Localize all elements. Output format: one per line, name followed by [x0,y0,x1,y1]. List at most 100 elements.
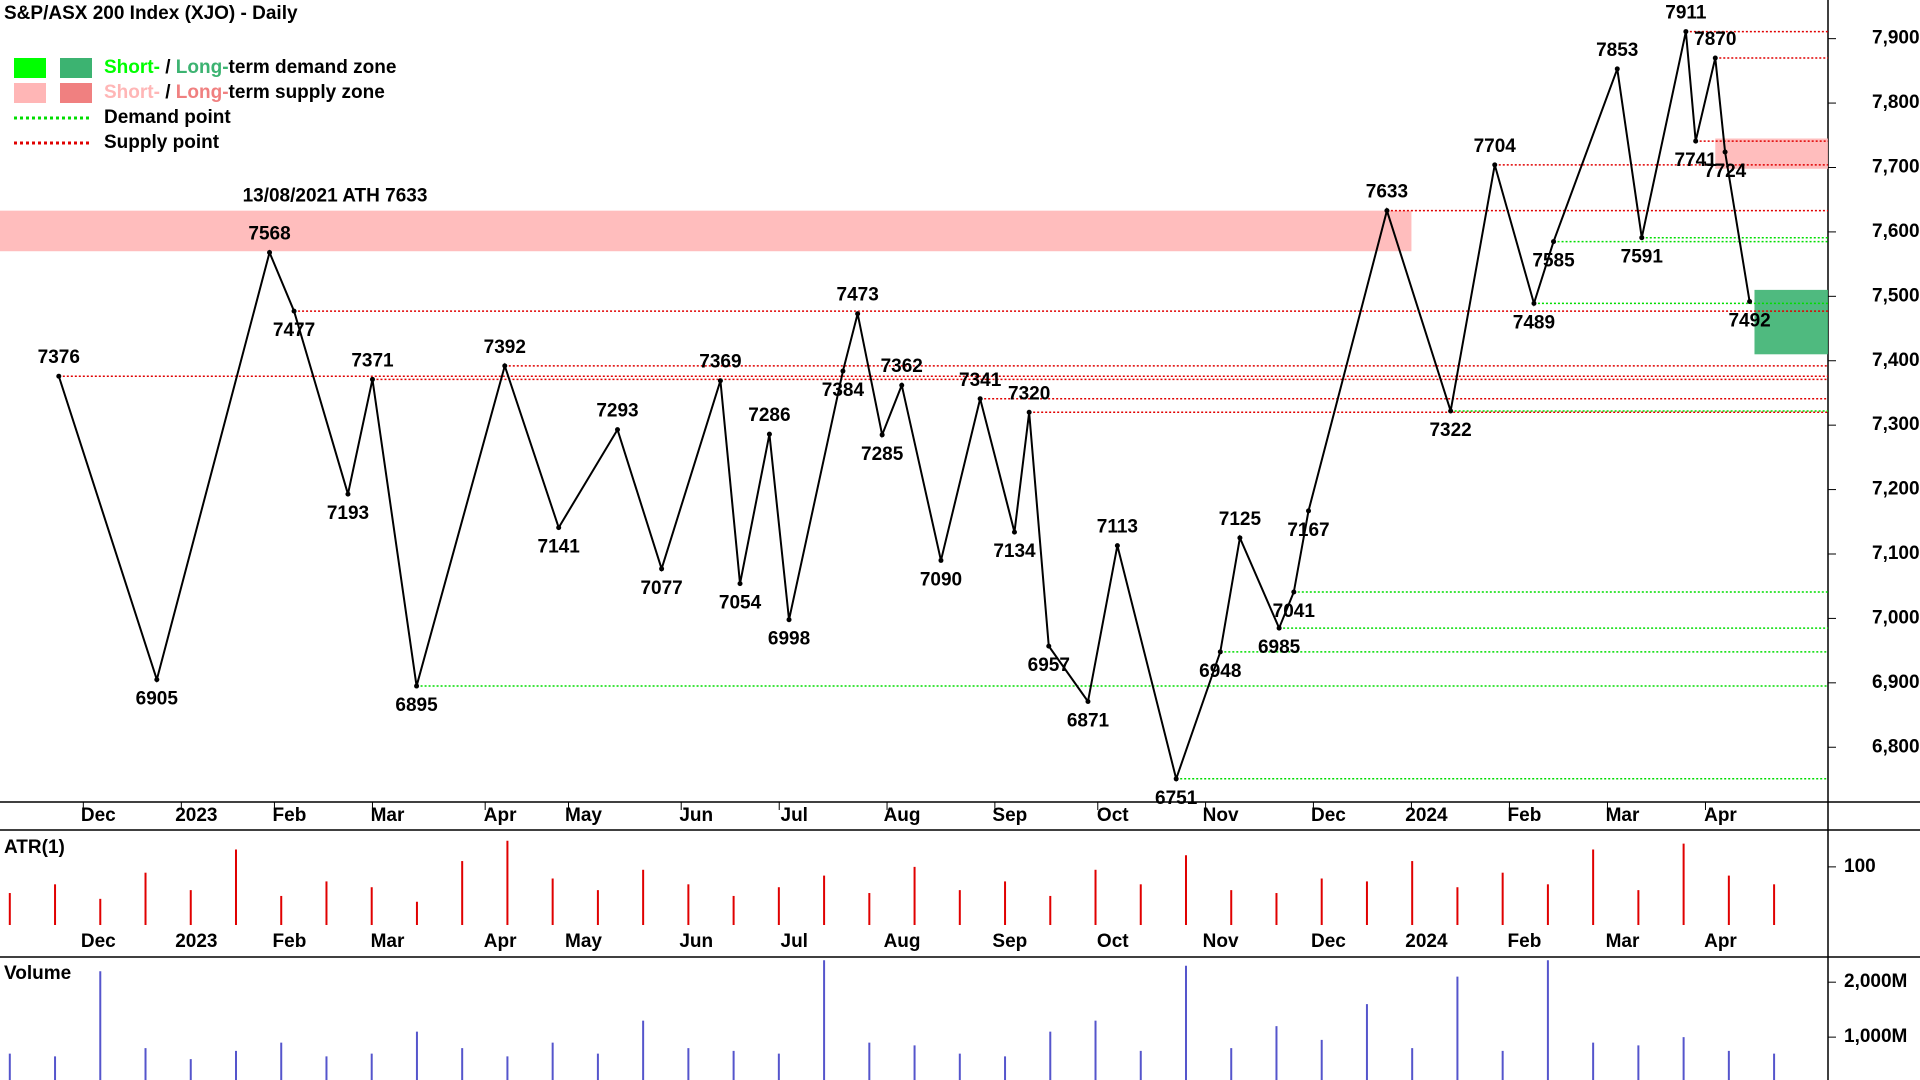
legend-text: / [160,82,176,103]
pivot-label: 7492 [1728,310,1770,331]
pivot [502,363,508,369]
x-tick-label: Dec [1311,931,1346,952]
pivot [977,396,983,402]
pivot-label: 7369 [699,352,741,373]
pivot [1237,535,1243,541]
x-tick-label: 2023 [175,931,217,952]
x-tick-label: Apr [484,805,517,826]
pivot [1114,543,1120,549]
x-tick-label: Jul [781,805,808,826]
pivot-label: 7911 [1665,3,1707,24]
pivot-label: 7362 [881,356,923,377]
x-tick-label: Apr [484,931,517,952]
pivot [1747,298,1753,304]
x-tick-label: Feb [273,931,307,952]
x-tick-label: Aug [884,805,921,826]
x-tick-label: Mar [1606,931,1640,952]
pivot [717,378,723,384]
pivot [1722,149,1728,155]
y-tick-label: 7,600 [1872,221,1920,242]
x-tick-label: Feb [273,805,307,826]
pivot [1448,408,1454,414]
x-tick-label: Mar [1606,805,1640,826]
y-tick-label: 7,700 [1872,157,1920,178]
legend-text: term supply zone [229,82,385,103]
zone [1754,289,1828,355]
x-tick-label: Apr [1704,805,1737,826]
y-tick-label: 7,800 [1872,92,1920,113]
pivot [1306,508,1312,514]
pivot [899,382,905,388]
y-tick-label: 7,100 [1872,543,1920,564]
pivot-label: 6871 [1067,711,1110,732]
pivot-label: 7125 [1219,509,1262,530]
pivot [786,617,792,623]
pivot [1492,162,1498,168]
legend-label: Short- / Long-term supply zone [104,82,385,103]
x-tick-label: Jun [679,805,713,826]
x-tick-label: Dec [81,931,116,952]
chart-title: S&P/ASX 200 Index (XJO) - Daily [4,3,298,24]
legend-label: Supply point [104,132,220,153]
pivot [267,250,273,256]
pivot-label: 7113 [1097,517,1138,538]
x-tick-label: Dec [81,805,116,826]
x-tick-label: Aug [884,931,921,952]
x-tick-label: Dec [1311,805,1346,826]
x-tick-label: Nov [1203,805,1239,826]
pivot-label: 7704 [1474,136,1517,157]
pivot-label: 7322 [1429,420,1471,441]
pivot [414,683,420,689]
pivot-label: 7724 [1704,161,1747,182]
pivot-label: 6948 [1199,661,1241,682]
pivot [1551,239,1557,245]
legend-text: Long- [176,57,229,78]
pivot [766,431,772,437]
pivot [556,525,562,531]
pivot-label: 7477 [273,320,315,341]
pivot-label: 7293 [596,401,638,422]
pivot [855,311,861,317]
legend-swatch [14,58,46,78]
y-tick-label: 7,300 [1872,414,1920,435]
y-tick-label: 6,800 [1872,736,1920,757]
x-tick-label: Jul [781,931,808,952]
x-tick-label: Oct [1097,805,1129,826]
pivot-label: 6905 [136,689,179,710]
pivot-label: 7633 [1366,182,1408,203]
pivot-label: 7392 [484,337,526,358]
y-tick-label: 7,500 [1872,285,1920,306]
pivot-label: 7167 [1287,520,1329,541]
pivot-label: 7141 [538,537,581,558]
legend-swatch [60,83,92,103]
pivot-label: 7853 [1596,40,1638,61]
pivot-label: 6751 [1155,788,1198,809]
x-tick-label: Sep [992,805,1027,826]
x-tick-label: 2024 [1405,805,1448,826]
legend-swatch [60,58,92,78]
legend-label: Short- / Long-term demand zone [104,57,396,78]
annotation: 13/08/2021 ATH 7633 [243,186,428,207]
pivot-label: 7054 [719,593,762,614]
pivot [1712,55,1718,61]
panel-label: Volume [4,963,71,984]
pivot-label: 7489 [1513,312,1555,333]
pivot [1683,29,1689,35]
x-tick-label: Feb [1508,931,1542,952]
pivot [1384,208,1390,214]
pivot [1217,649,1223,655]
legend-text: Short- [104,57,160,78]
y-tick-label: 7,400 [1872,350,1920,371]
pivot [1046,643,1052,649]
x-tick-label: May [565,931,602,952]
x-tick-label: Mar [371,805,405,826]
x-tick-label: Oct [1097,931,1129,952]
y-tick-label: 7,000 [1872,607,1920,628]
x-tick-label: Sep [992,931,1027,952]
x-tick-label: Mar [371,931,405,952]
pivot [659,566,665,572]
pivot [1173,776,1179,782]
legend-swatch [14,83,46,103]
pivot [737,581,743,587]
pivot-label: 7341 [959,370,1002,391]
